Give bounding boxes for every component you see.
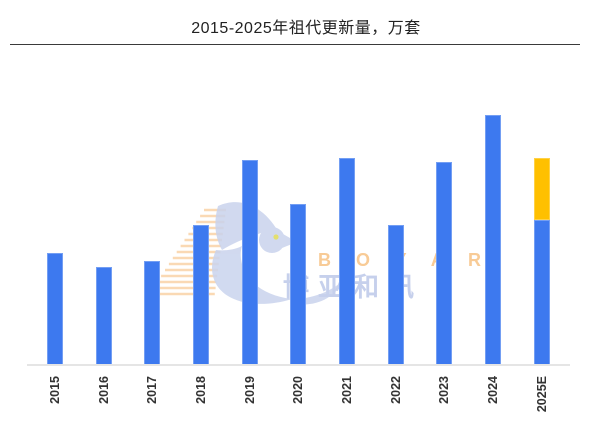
x-tick-label-2022: 2022 <box>389 376 403 404</box>
x-tick-label-2019: 2019 <box>243 376 257 404</box>
bar-2019 <box>242 160 258 365</box>
bar-2022 <box>388 225 404 365</box>
bar-2015 <box>47 253 63 365</box>
bar-2025E <box>534 158 550 365</box>
bar-2022-blue-segment <box>388 225 404 365</box>
x-tick-label-2020: 2020 <box>291 376 305 404</box>
bar-2020 <box>290 204 306 365</box>
bar-2023-blue-segment <box>436 162 452 365</box>
bar-2020-blue-segment <box>290 204 306 365</box>
chart-title: 2015-2025年祖代更新量，万套 <box>191 20 421 37</box>
bar-2023 <box>436 162 452 365</box>
bar-2018-blue-segment <box>193 225 209 365</box>
x-tick-label-2018: 2018 <box>194 376 208 404</box>
bar-2017 <box>144 261 160 365</box>
title-divider <box>10 44 580 45</box>
x-tick-label-2024: 2024 <box>486 376 500 404</box>
x-tick-label-2016: 2016 <box>97 376 111 404</box>
bar-2016-blue-segment <box>96 267 112 365</box>
x-tick-label-2017: 2017 <box>145 376 159 404</box>
bar-2021 <box>339 158 355 365</box>
bar-2019-blue-segment <box>242 160 258 365</box>
bar-2021-blue-segment <box>339 158 355 365</box>
x-tick-label-2023: 2023 <box>437 376 451 404</box>
bar-2015-blue-segment <box>47 253 63 365</box>
bar-2017-blue-segment <box>144 261 160 365</box>
x-axis-line <box>27 364 570 366</box>
bar-2024 <box>485 115 501 365</box>
bar-2025E-orange-segment <box>534 158 550 220</box>
bar-2024-blue-segment <box>485 115 501 365</box>
bar-2016 <box>96 267 112 365</box>
x-tick-label-2025E: 2025E <box>535 376 549 413</box>
x-tick-label-2015: 2015 <box>48 376 62 404</box>
bar-2025E-blue-segment <box>534 220 550 365</box>
x-tick-label-2021: 2021 <box>340 376 354 404</box>
bar-2018 <box>193 225 209 365</box>
